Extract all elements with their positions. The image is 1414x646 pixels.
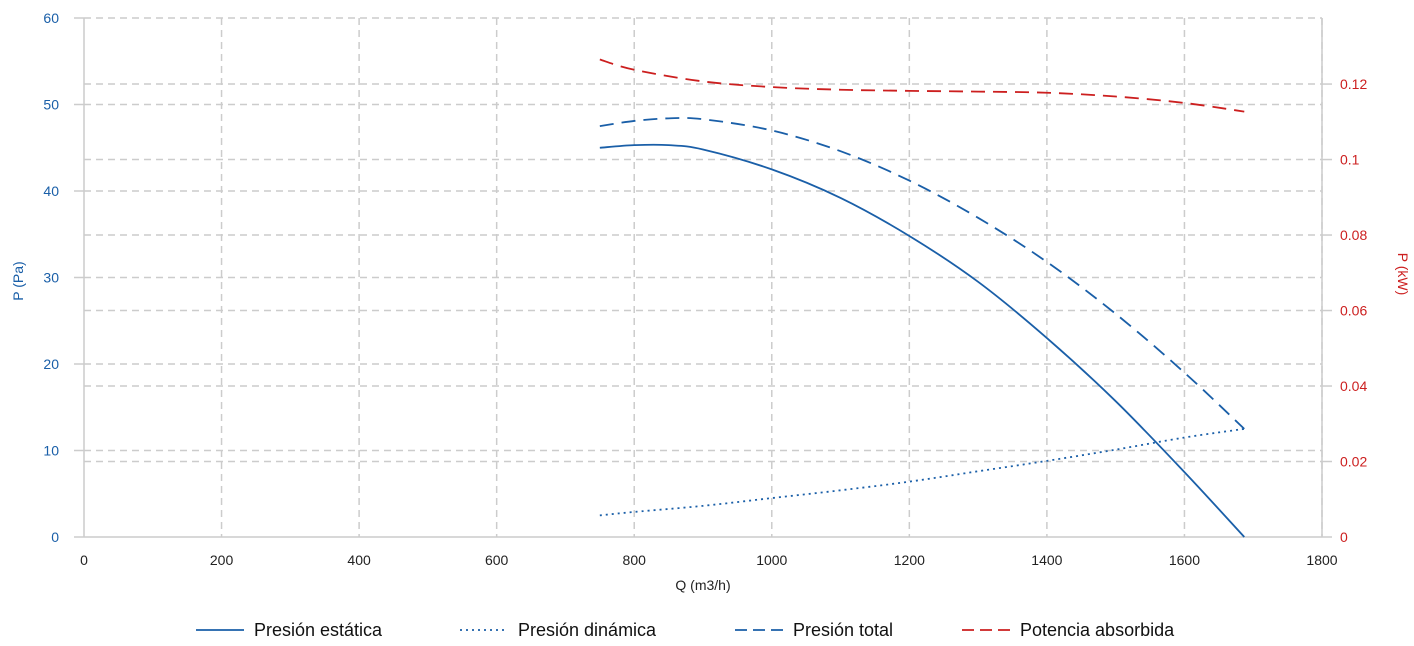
y-right-tick-label: 0.12 (1340, 76, 1367, 92)
y-left-tick-label: 40 (43, 183, 59, 199)
x-tick-label: 1400 (1031, 552, 1062, 568)
legend-label-presion-total: Presión total (793, 620, 893, 640)
x-tick-label: 1600 (1169, 552, 1200, 568)
y-axis-left-title: P (Pa) (10, 261, 26, 300)
x-tick-label: 1200 (894, 552, 925, 568)
series-line-presion-estatica (599, 143, 1245, 538)
y-left-tick-label: 0 (51, 529, 59, 545)
x-tick-label: 400 (347, 552, 371, 568)
y-right-tick-label: 0.02 (1340, 454, 1367, 470)
legend-label-potencia-absorbida: Potencia absorbida (1020, 620, 1175, 640)
x-tick-label: 600 (485, 552, 509, 568)
axes (74, 17, 1332, 538)
x-tick-label: 1800 (1306, 552, 1337, 568)
y-left-tick-label: 30 (43, 270, 59, 286)
y-left-tick-label: 60 (43, 10, 59, 26)
series-line-presion-total (599, 117, 1245, 430)
series-line-presion-dinamica (599, 427, 1245, 517)
y-left-tick-label: 10 (43, 443, 59, 459)
y-right-tick-label: 0 (1340, 529, 1348, 545)
tick-labels: 0 200 400 600 800 1000 1200 1400 1600 18000102030… (43, 10, 1367, 568)
x-tick-label: 200 (210, 552, 234, 568)
legend-label-presion-dinamica: Presión dinámica (518, 620, 657, 640)
series-lines (599, 58, 1245, 538)
legend: Presión estática Presión dinámica Presión … (196, 620, 1175, 640)
y-right-tick-label: 0.06 (1340, 303, 1367, 319)
x-axis-title: Q (m3/h) (675, 577, 730, 593)
x-tick-label: 1000 (756, 552, 787, 568)
x-tick-label: 800 (623, 552, 647, 568)
x-tick-label: 0 (80, 552, 88, 568)
y-right-tick-label: 0.1 (1340, 152, 1360, 168)
y-right-tick-label: 0.04 (1340, 378, 1367, 394)
grid (84, 17, 1323, 537)
series-line-potencia-absorbida (599, 58, 1245, 113)
y-right-tick-label: 0.08 (1340, 227, 1367, 243)
y-axis-right-title: P (kW) (1395, 253, 1411, 296)
y-left-tick-label: 20 (43, 356, 59, 372)
legend-label-presion-estatica: Presión estática (254, 620, 383, 640)
y-left-tick-label: 50 (43, 97, 59, 113)
